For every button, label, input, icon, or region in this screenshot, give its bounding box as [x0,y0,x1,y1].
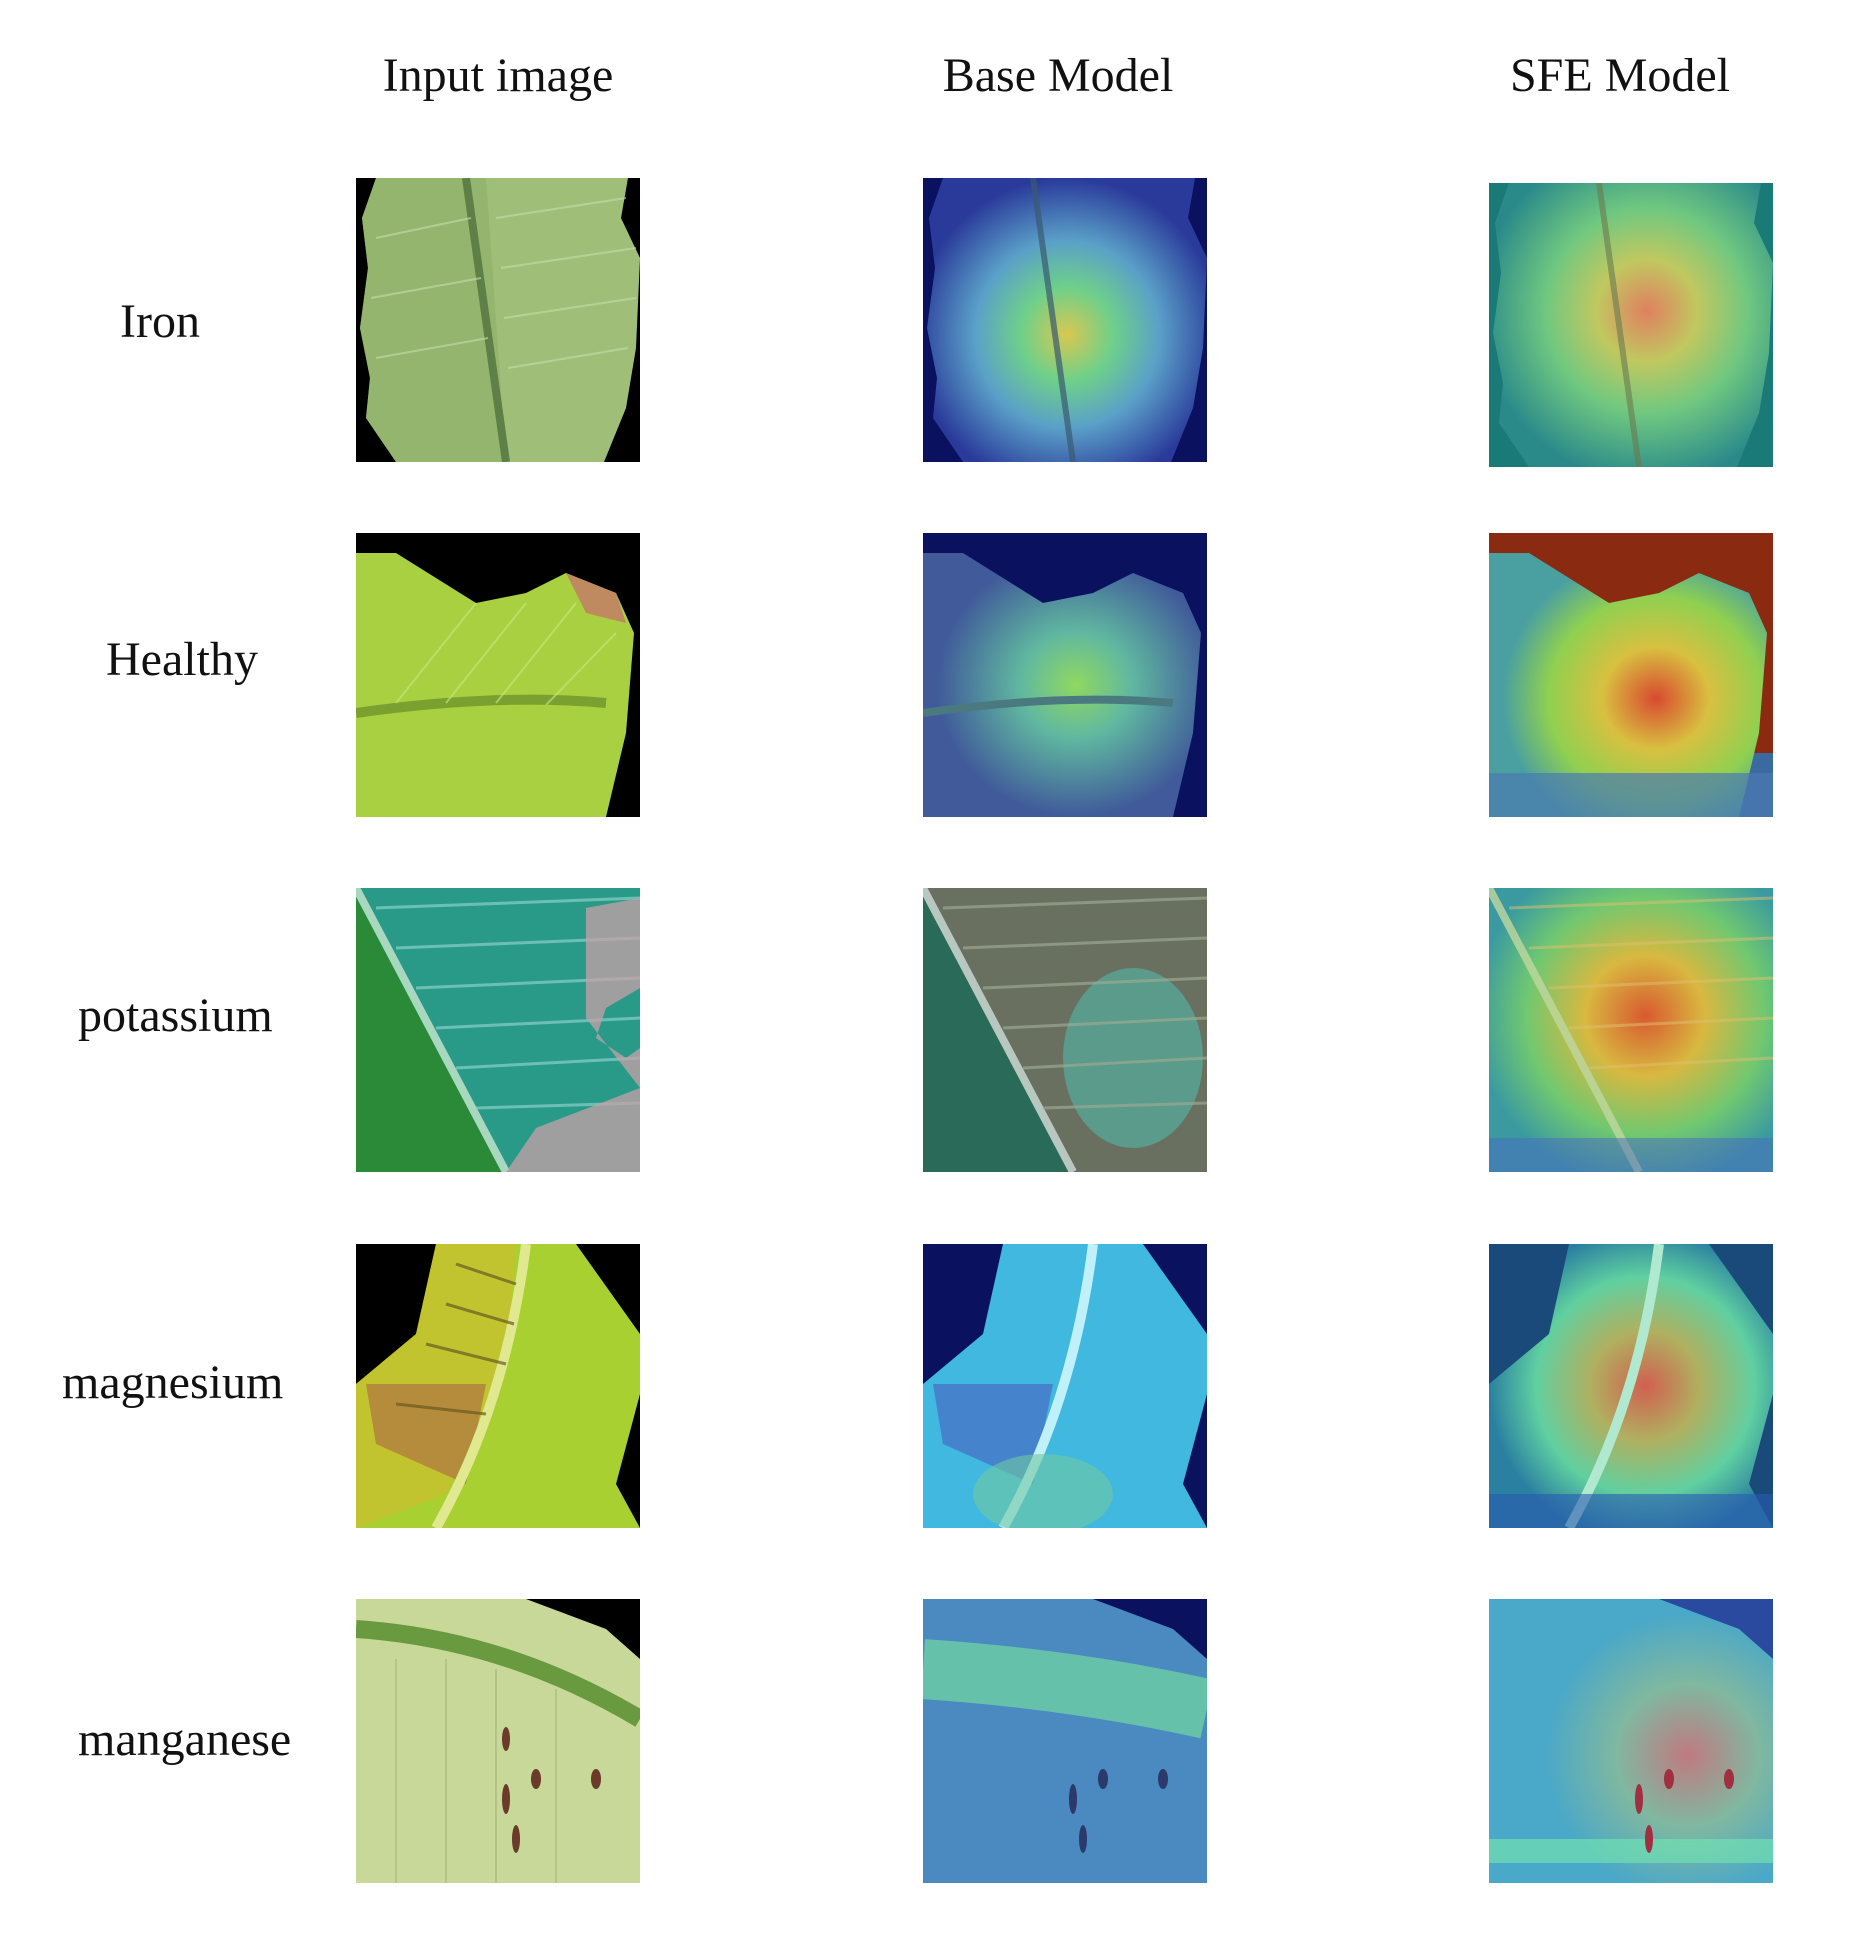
manganese-base-model-heatmap [923,1599,1207,1883]
row-label-potassium: potassium [78,989,273,1042]
magnesium-base-model-heatmap [923,1244,1207,1528]
iron-sfe-model-heatmap [1489,183,1773,467]
magnesium-sfe-model-heatmap [1489,1244,1773,1528]
healthy-base-model-heatmap [923,533,1207,817]
row-label-magnesium: magnesium [62,1356,284,1409]
potassium-input-image [356,888,640,1172]
column-header-sfe-model: SFE Model [1509,49,1731,102]
row-label-manganese: manganese [78,1713,292,1766]
iron-input-image [356,178,640,462]
row-label-iron: Iron [120,295,200,348]
column-header-input-image: Input image [382,49,614,102]
manganese-input-image [356,1599,640,1883]
healthy-input-image [356,533,640,817]
healthy-sfe-model-heatmap [1489,533,1773,817]
manganese-sfe-model-heatmap [1489,1599,1773,1883]
potassium-base-model-heatmap [923,888,1207,1172]
column-header-base-model: Base Model [942,49,1174,102]
row-label-healthy: Healthy [106,633,258,686]
iron-base-model-heatmap [923,178,1207,462]
magnesium-input-image [356,1244,640,1528]
potassium-sfe-model-heatmap [1489,888,1773,1172]
